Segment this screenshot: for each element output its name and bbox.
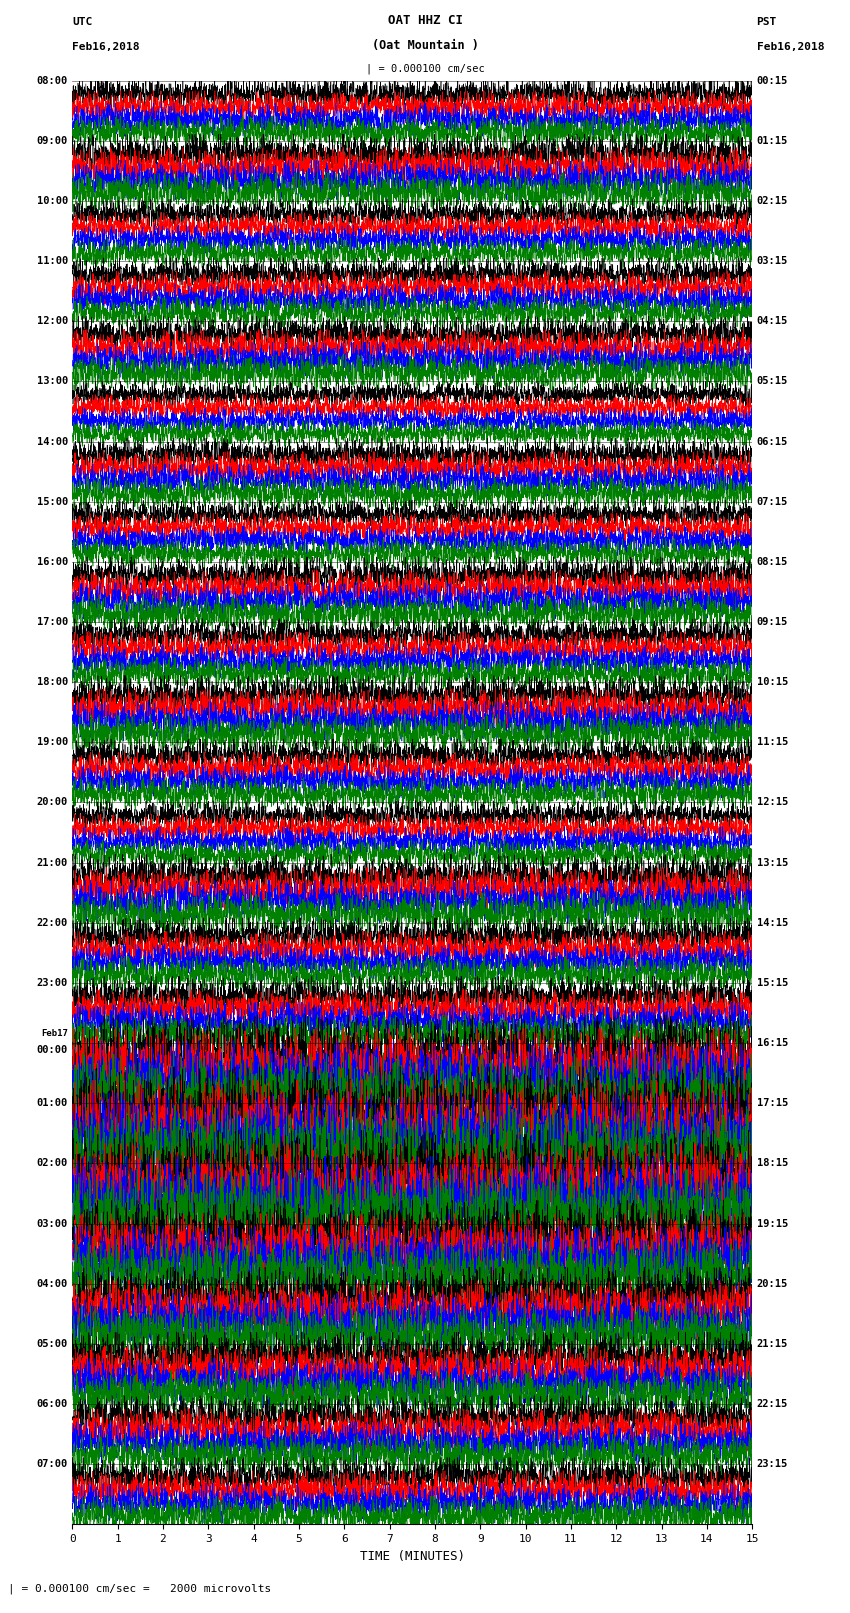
Text: 06:00: 06:00 — [37, 1398, 68, 1410]
Text: 09:15: 09:15 — [756, 618, 788, 627]
Text: 05:00: 05:00 — [37, 1339, 68, 1348]
X-axis label: TIME (MINUTES): TIME (MINUTES) — [360, 1550, 465, 1563]
Text: 19:00: 19:00 — [37, 737, 68, 747]
Text: Feb16,2018: Feb16,2018 — [756, 42, 824, 52]
Text: 21:15: 21:15 — [756, 1339, 788, 1348]
Text: 14:00: 14:00 — [37, 437, 68, 447]
Text: (Oat Mountain ): (Oat Mountain ) — [371, 39, 479, 52]
Text: 08:15: 08:15 — [756, 556, 788, 566]
Text: 22:00: 22:00 — [37, 918, 68, 927]
Text: 18:15: 18:15 — [756, 1158, 788, 1168]
Text: 17:00: 17:00 — [37, 618, 68, 627]
Text: 20:15: 20:15 — [756, 1279, 788, 1289]
Text: 16:00: 16:00 — [37, 556, 68, 566]
Text: 08:00: 08:00 — [37, 76, 68, 85]
Text: 18:00: 18:00 — [37, 677, 68, 687]
Text: 12:00: 12:00 — [37, 316, 68, 326]
Text: 20:00: 20:00 — [37, 797, 68, 808]
Text: 23:00: 23:00 — [37, 977, 68, 987]
Text: 16:15: 16:15 — [756, 1039, 788, 1048]
Text: UTC: UTC — [72, 18, 93, 27]
Text: 00:00: 00:00 — [37, 1045, 68, 1055]
Text: 11:00: 11:00 — [37, 256, 68, 266]
Text: 09:00: 09:00 — [37, 135, 68, 145]
Text: 19:15: 19:15 — [756, 1218, 788, 1229]
Text: 14:15: 14:15 — [756, 918, 788, 927]
Text: 15:00: 15:00 — [37, 497, 68, 506]
Text: 15:15: 15:15 — [756, 977, 788, 987]
Text: Feb17: Feb17 — [41, 1029, 68, 1039]
Text: 10:15: 10:15 — [756, 677, 788, 687]
Text: PST: PST — [756, 18, 777, 27]
Text: 01:15: 01:15 — [756, 135, 788, 145]
Text: 04:15: 04:15 — [756, 316, 788, 326]
Text: 03:00: 03:00 — [37, 1218, 68, 1229]
Text: | = 0.000100 cm/sec: | = 0.000100 cm/sec — [366, 63, 484, 74]
Text: | = 0.000100 cm/sec =   2000 microvolts: | = 0.000100 cm/sec = 2000 microvolts — [8, 1582, 272, 1594]
Text: 04:00: 04:00 — [37, 1279, 68, 1289]
Text: 22:15: 22:15 — [756, 1398, 788, 1410]
Text: 07:00: 07:00 — [37, 1460, 68, 1469]
Text: 13:00: 13:00 — [37, 376, 68, 387]
Text: 02:15: 02:15 — [756, 195, 788, 206]
Text: 21:00: 21:00 — [37, 858, 68, 868]
Text: 11:15: 11:15 — [756, 737, 788, 747]
Text: Feb16,2018: Feb16,2018 — [72, 42, 139, 52]
Text: 01:00: 01:00 — [37, 1098, 68, 1108]
Text: 06:15: 06:15 — [756, 437, 788, 447]
Text: 17:15: 17:15 — [756, 1098, 788, 1108]
Text: 10:00: 10:00 — [37, 195, 68, 206]
Text: 23:15: 23:15 — [756, 1460, 788, 1469]
Text: 02:00: 02:00 — [37, 1158, 68, 1168]
Text: 03:15: 03:15 — [756, 256, 788, 266]
Text: 00:15: 00:15 — [756, 76, 788, 85]
Text: 13:15: 13:15 — [756, 858, 788, 868]
Text: 07:15: 07:15 — [756, 497, 788, 506]
Text: OAT HHZ CI: OAT HHZ CI — [388, 15, 462, 27]
Text: 12:15: 12:15 — [756, 797, 788, 808]
Text: 05:15: 05:15 — [756, 376, 788, 387]
